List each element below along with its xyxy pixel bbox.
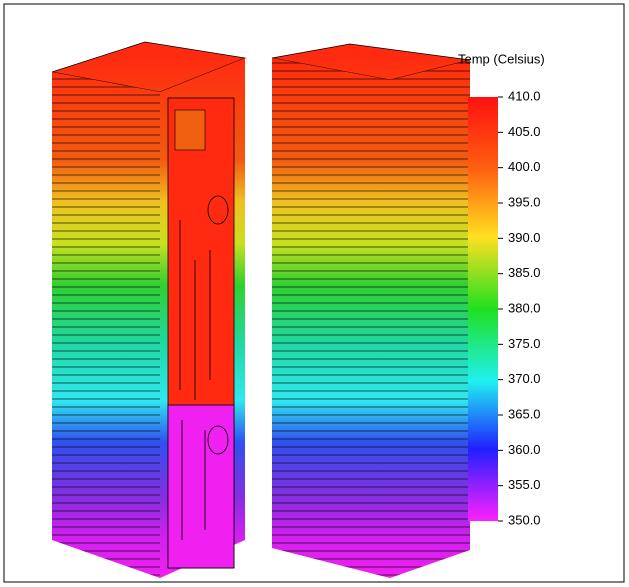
- legend-tick-label: 405.0: [508, 124, 541, 139]
- legend-tick-label: 365.0: [508, 406, 541, 421]
- page: Temp (Celsius) 410.0 405.0 400.0 395.0 390.0…: [0, 0, 629, 587]
- color-bar: [468, 97, 498, 521]
- legend-tick-label: 380.0: [508, 300, 541, 315]
- legend-tick-label: 375.0: [508, 336, 541, 351]
- legend-tick-label: 410.0: [508, 88, 541, 103]
- legend-tick-label: 390.0: [508, 230, 541, 245]
- legend-tick-label: 360.0: [508, 442, 541, 457]
- legend-tick-label: 370.0: [508, 371, 541, 386]
- legend-title: Temp (Celsius): [458, 51, 545, 66]
- legend-tick-label: 385.0: [508, 265, 541, 280]
- legend-tick-label: 395.0: [508, 194, 541, 209]
- figure: Temp (Celsius) 410.0 405.0 400.0 395.0 390.0…: [0, 0, 629, 587]
- legend-tick-label: 400.0: [508, 159, 541, 174]
- right-model: [272, 44, 470, 578]
- legend-tick-label: 355.0: [508, 477, 541, 492]
- legend-tick-label: 350.0: [508, 512, 541, 527]
- left-model: [52, 42, 245, 578]
